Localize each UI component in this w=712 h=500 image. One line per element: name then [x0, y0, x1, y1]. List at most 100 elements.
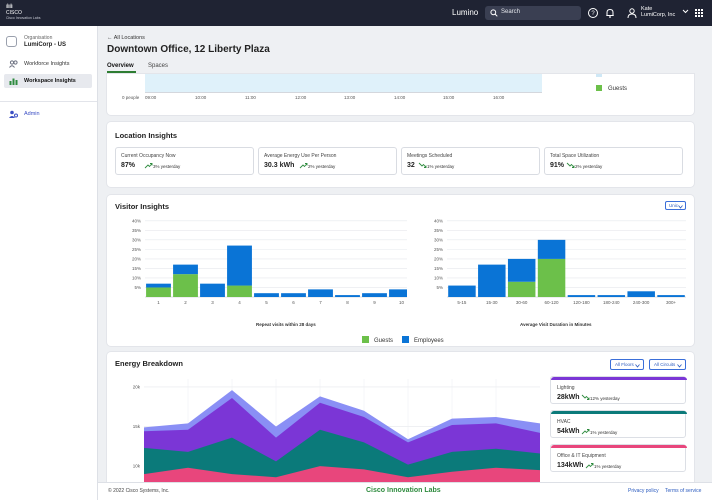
area-office-it-equipment [144, 466, 540, 482]
tile-label: Lighting [557, 385, 575, 391]
x-tick-label: 2 [184, 300, 187, 305]
tab-spaces[interactable]: Spaces [148, 63, 169, 69]
cisco-logo-bars: ılıılı [6, 4, 13, 10]
y-tick-label: 15k [133, 424, 141, 429]
y-tick-label: 35% [132, 228, 141, 233]
x-tick-label: 5 [265, 300, 268, 305]
workforce-icon [9, 60, 18, 68]
x-tick-label: 10 [399, 300, 405, 305]
unit-dropdown-value: Unic [669, 203, 679, 208]
occupancy-time-tick: 12:00 [295, 95, 307, 100]
kpi-label: Meetings Scheduled [407, 153, 453, 159]
search-input[interactable]: Search [485, 6, 581, 20]
search-placeholder: Search [501, 9, 521, 15]
bar-employees [537, 239, 566, 259]
area-hvac [144, 429, 540, 482]
sidebar-divider [0, 101, 97, 102]
x-tick-label: 6 [292, 300, 295, 305]
trend-down-icon [566, 162, 575, 168]
energy-tile-hvac[interactable]: HVAC 54kWh 1% yesterday [550, 410, 687, 438]
y-tick-label: 10% [434, 275, 443, 280]
breadcrumb-all-locations[interactable]: ← All Locations [107, 35, 145, 41]
top-bar: ılıılı CISCO Cisco Innovation Labs Lumin… [0, 0, 712, 26]
legend-swatch-employees [402, 336, 409, 343]
kpi-change: 2% yesterday [575, 164, 603, 169]
kpi-label: Current Occupancy Now [121, 153, 176, 159]
bar-guests [537, 258, 566, 297]
y-tick-label: 15% [132, 266, 141, 271]
floors-filter-value: All Floors [615, 362, 634, 367]
copyright: © 2022 Cisco Systems, Inc. [108, 488, 170, 494]
kpi-meetings-scheduled[interactable]: Meetings Scheduled 32 1% yesterday [401, 147, 540, 175]
bar-employees [308, 289, 333, 297]
footer: © 2022 Cisco Systems, Inc. Cisco Innovat… [98, 482, 712, 500]
circuits-filter-value: All Circuits [654, 362, 676, 367]
user-menu[interactable]: Kate LumiCorp, Inc [641, 6, 675, 18]
chevron-down-icon[interactable] [682, 8, 689, 15]
energy-tile-office-it[interactable]: Office & IT Equipment 134kWh 1% yesterda… [550, 444, 687, 472]
kpi-occupancy[interactable]: Current Occupancy Now 87% 3% yesterday [115, 147, 254, 175]
tab-overview[interactable]: Overview [107, 63, 134, 69]
app-grid-icon[interactable] [693, 7, 705, 19]
x-tick-label: 3 [211, 300, 214, 305]
help-icon[interactable]: ? [587, 7, 599, 19]
bar-chart-icon [9, 78, 18, 85]
kpi-energy-per-person[interactable]: Average Energy Use Per Person 30.3 kWh 2… [258, 147, 397, 175]
bar-employees [507, 258, 536, 282]
bar-employees [281, 293, 306, 297]
kpi-space-utilization[interactable]: Total Space Utilization 91% 2% yesterday [544, 147, 683, 175]
organisation-switcher[interactable]: Organisation LumiCorp - US [6, 35, 92, 51]
occupancy-time-tick: 11:00 [245, 95, 256, 100]
kpi-value: 30.3 kWh [264, 162, 295, 169]
cisco-logo-word: CISCO [6, 10, 22, 16]
tile-change: 1% yesterday [594, 464, 622, 469]
bar-employees [335, 295, 360, 297]
user-name: Kate [641, 6, 653, 12]
x-tick-label: 300+ [666, 300, 677, 305]
y-tick-label: 35% [434, 228, 443, 233]
tile-color-bar [551, 377, 687, 380]
terms-of-service-link[interactable]: Terms of service [665, 488, 702, 494]
page-title: Downtown Office, 12 Liberty Plaza [107, 44, 270, 55]
energy-breakdown-title: Energy Breakdown [115, 359, 183, 368]
y-tick-label: 30% [132, 237, 141, 242]
tile-change: 1% yesterday [590, 430, 618, 435]
occupancy-chart-card: 0 people 09:00 10:00 11:00 12:00 13:00 1… [107, 74, 694, 115]
cisco-logo[interactable]: ılıılı CISCO Cisco Innovation Labs [6, 4, 42, 22]
bar-employees [478, 264, 506, 297]
trend-up-icon [144, 163, 153, 169]
energy-tile-lighting[interactable]: Lighting 28kWh 12% yesterday [550, 376, 687, 404]
sidebar-item-workforce-insights[interactable]: Workforce Insights [4, 57, 92, 71]
circuits-filter-dropdown[interactable]: All Circuits [649, 359, 686, 370]
occupancy-time-tick: 14:00 [394, 95, 406, 100]
x-tick-label: 120-180 [573, 300, 590, 305]
kpi-change: 2% yesterday [308, 164, 336, 169]
unit-dropdown[interactable]: Unic [665, 201, 686, 210]
tile-color-bar [551, 411, 687, 414]
energy-breakdown-card: Energy Breakdown All Floors All Circuits… [107, 352, 694, 482]
user-icon[interactable] [626, 7, 638, 19]
sidebar-item-admin[interactable]: Admin [4, 107, 92, 121]
tile-color-bar [551, 445, 687, 448]
trend-down-icon [418, 162, 427, 168]
bar-guests [146, 287, 171, 297]
kpi-change: 3% yesterday [153, 164, 181, 169]
chevron-down-icon [677, 364, 682, 368]
x-tick-label: 9 [373, 300, 376, 305]
kpi-label: Average Energy Use Per Person [264, 153, 337, 159]
bell-icon[interactable] [604, 7, 616, 19]
kpi-change: 1% yesterday [427, 164, 455, 169]
x-tick-label: 5-15 [457, 300, 467, 305]
bar-employees [200, 283, 225, 297]
sidebar-item-workspace-insights[interactable]: Workspace Insights [4, 74, 92, 88]
bar-employees [597, 295, 626, 297]
bar-employees [627, 291, 655, 297]
occupancy-time-tick: 16:00 [493, 95, 505, 100]
legend-label-guests: Guests [374, 338, 394, 344]
floors-filter-dropdown[interactable]: All Floors [610, 359, 644, 370]
kpi-label: Total Space Utilization [550, 153, 600, 159]
privacy-policy-link[interactable]: Privacy policy [628, 488, 659, 494]
kpi-value: 32 [407, 162, 415, 169]
tile-change: 12% yesterday [590, 396, 620, 401]
visit-duration-x-title: Average Visit Duration in Minutes [520, 322, 592, 327]
